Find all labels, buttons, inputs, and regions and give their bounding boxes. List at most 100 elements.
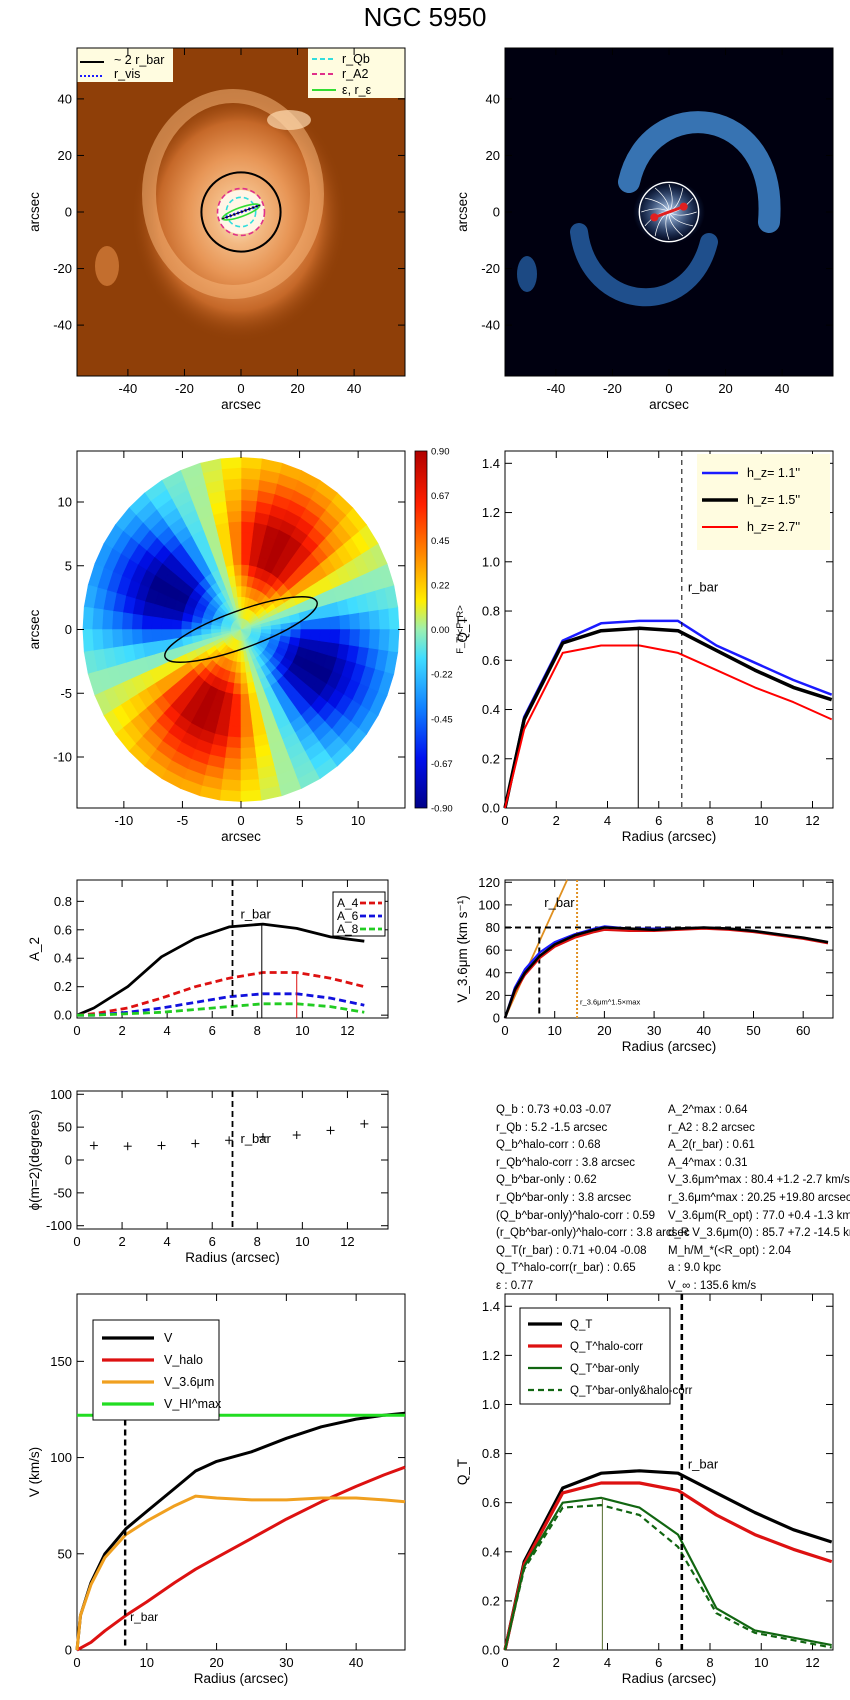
rotation-ytick-label: 50 [58,1546,72,1561]
phase-xtick-label: 6 [209,1234,216,1249]
circle-2rbar [200,171,282,253]
force-cell [222,478,242,492]
blue-xlabel: arcsec [649,397,689,412]
stat-qt-halo-rbar: Q_T^halo-corr(r_bar) : 0.65 [496,1262,636,1275]
legend-label: r_vis [114,67,140,81]
force-cell [232,682,242,695]
force-cell [230,703,242,716]
blue-streamline [654,187,670,213]
qt-hz-xtick-label: 4 [604,813,611,828]
force-cell [289,629,301,639]
phase-point [123,1142,132,1151]
v36-ytick-label: 0 [493,1011,500,1026]
force-cell [226,510,242,524]
force-cell [240,703,252,716]
a2-legend-label: A_8 [337,922,359,936]
force-cell [240,789,262,802]
v36-ylabel: V_3.6μm (km s⁻¹) [455,895,470,1002]
blue-bar-line [653,205,685,219]
qt-hz-ytick-label: 0.4 [482,702,500,717]
colorbar-tick-label: 0.22 [431,580,450,591]
force-cell [240,746,257,759]
force-axes: -10 -5 0 5 10 -10 -5 0 5 10 arcsec arcsec [27,450,406,844]
stat-qb: Q_b : 0.73 +0.03 -0.07 [496,1104,612,1116]
stat-epsilon: ε : 0.77 [496,1279,534,1292]
qt-corr-legend-label: Q_T^bar-only [570,1363,640,1375]
qt-corr-ylabel: Q_T [455,1459,470,1485]
force-cell [227,725,242,738]
colorbar-tick-label: -0.67 [431,759,453,770]
blue-streamline [668,211,694,227]
legend-label: r_A2 [342,67,368,81]
force-cell [221,467,242,481]
blue-xtick-label: -20 [603,381,622,396]
rotation-ytick-label: 0 [65,1643,72,1658]
a2-series-3 [77,1002,365,1017]
qt-hz-ytick-label: 1.2 [482,505,500,520]
v36-rmax-label: r_3.6μm^1.5×max [580,997,640,1006]
force-cell [309,629,321,642]
force-xtick-label: 10 [351,813,365,828]
force-cell [220,457,242,470]
stat-a2-rbar: A_2(r_bar) : 0.61 [668,1139,755,1152]
phase-rbar-label: r_bar [241,1131,272,1146]
qt-hz-ytick-label: 0.0 [482,801,500,816]
phase-point [157,1141,166,1150]
a2-ytick-label: 0.8 [54,894,72,909]
qt-corr-ytick-label: 0.2 [482,1593,500,1608]
orange-image [77,48,405,376]
force-cell [161,629,173,642]
force-xtick-label: 0 [237,813,244,828]
force-cell [338,613,351,630]
qt-hz-ytick-label: 0.2 [482,751,500,766]
force-ylabel: arcsec [27,609,42,649]
rotation-legend-label: V_HI^max [164,1397,222,1411]
stat-qb-bar-halo: (Q_b^bar-only)^halo-corr : 0.59 [496,1209,656,1222]
force-cell [229,532,242,545]
colorbar-tick-label: -0.22 [431,670,453,681]
blue-arm-upper [618,111,781,233]
force-cell [358,610,370,630]
force-cell [368,629,380,650]
colorbar-tick-label: 0.45 [431,536,450,547]
qt-corr-ytick-label: 0.6 [482,1495,500,1510]
phase-xtick-label: 10 [295,1234,309,1249]
stat-rmax: r_3.6μm^max : 20.25 +19.80 arcsec [668,1191,850,1204]
force-ytick-label: 10 [58,495,72,510]
phase-ytick-label: 100 [50,1087,72,1102]
v36-axes: 0 10 20 30 40 50 60 0 20 40 60 80 100 120 Radius (arcs… [455,875,834,1054]
phase-point [191,1139,200,1148]
rotation-ytick-label: 100 [50,1450,72,1465]
stat-rqb-bar-halo: (r_Qb^bar-only)^halo-corr : 3.8 arcsec [496,1227,690,1240]
phase-xtick-label: 8 [254,1234,261,1249]
qt-hz-xtick-label: 6 [655,813,662,828]
v36-frame [504,879,834,1019]
qt-corr-series-1 [503,1481,833,1651]
a2-legend-label: A_4 [337,896,359,910]
a2-xtick-label: 6 [209,1023,216,1038]
force-cell [240,757,259,770]
force-cell [122,612,134,630]
qt-hz-xtick-label: 2 [553,813,560,828]
force-cell [348,629,360,647]
force-ytick-label: -10 [53,750,72,765]
orange-knot [267,110,311,130]
v36-xlabel: Radius (arcsec) [622,1039,717,1054]
v36-ytick-label: 80 [486,920,500,935]
force-cell [151,616,163,630]
phase-xtick-label: 2 [118,1234,125,1249]
a2-ytick-label: 0.4 [54,951,72,966]
qt-hz-xtick-label: 10 [754,813,768,828]
rotation-xtick-label: 0 [73,1655,80,1670]
force-cell [151,629,163,643]
force-cell [240,575,248,588]
rotation-xtick-label: 30 [279,1655,293,1670]
phase-xtick-label: 4 [164,1234,171,1249]
qt-corr-ytick-label: 1.4 [482,1299,500,1314]
stat-vinf: V_∞ : 135.6 km/s [668,1279,757,1292]
force-cell [82,629,95,653]
phase-point [292,1131,301,1140]
phase-xlabel: Radius (arcsec) [185,1250,280,1265]
a2-ytick-label: 0.2 [54,979,72,994]
a2-xtick-label: 12 [340,1023,354,1038]
